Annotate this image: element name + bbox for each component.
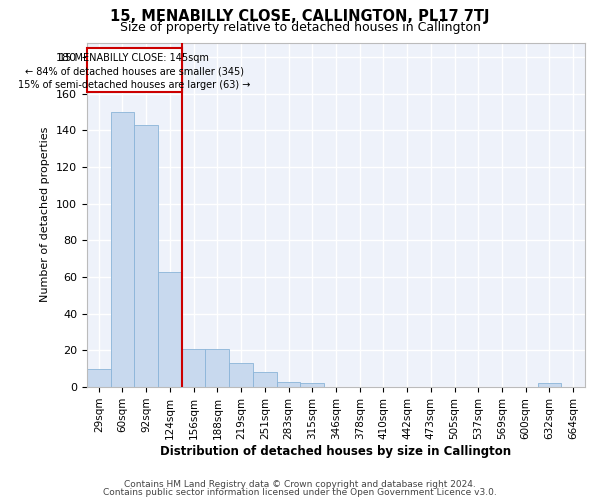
- Text: 15 MENABILLY CLOSE: 145sqm: 15 MENABILLY CLOSE: 145sqm: [59, 52, 209, 62]
- Text: 15, MENABILLY CLOSE, CALLINGTON, PL17 7TJ: 15, MENABILLY CLOSE, CALLINGTON, PL17 7T…: [110, 9, 490, 24]
- Bar: [134, 125, 158, 387]
- Bar: [229, 364, 253, 387]
- Bar: [110, 112, 134, 387]
- X-axis label: Distribution of detached houses by size in Callington: Distribution of detached houses by size …: [160, 444, 512, 458]
- Bar: [87, 48, 182, 92]
- Bar: [182, 348, 205, 387]
- Bar: [205, 348, 229, 387]
- Y-axis label: Number of detached properties: Number of detached properties: [40, 127, 50, 302]
- Text: 15% of semi-detached houses are larger (63) →: 15% of semi-detached houses are larger (…: [18, 80, 251, 90]
- Bar: [253, 372, 277, 387]
- Bar: [301, 384, 324, 387]
- Bar: [538, 384, 561, 387]
- Bar: [87, 369, 110, 387]
- Text: ← 84% of detached houses are smaller (345): ← 84% of detached houses are smaller (34…: [25, 66, 244, 76]
- Text: Size of property relative to detached houses in Callington: Size of property relative to detached ho…: [119, 21, 481, 34]
- Bar: [158, 272, 182, 387]
- Bar: [277, 382, 301, 387]
- Text: Contains public sector information licensed under the Open Government Licence v3: Contains public sector information licen…: [103, 488, 497, 497]
- Text: Contains HM Land Registry data © Crown copyright and database right 2024.: Contains HM Land Registry data © Crown c…: [124, 480, 476, 489]
